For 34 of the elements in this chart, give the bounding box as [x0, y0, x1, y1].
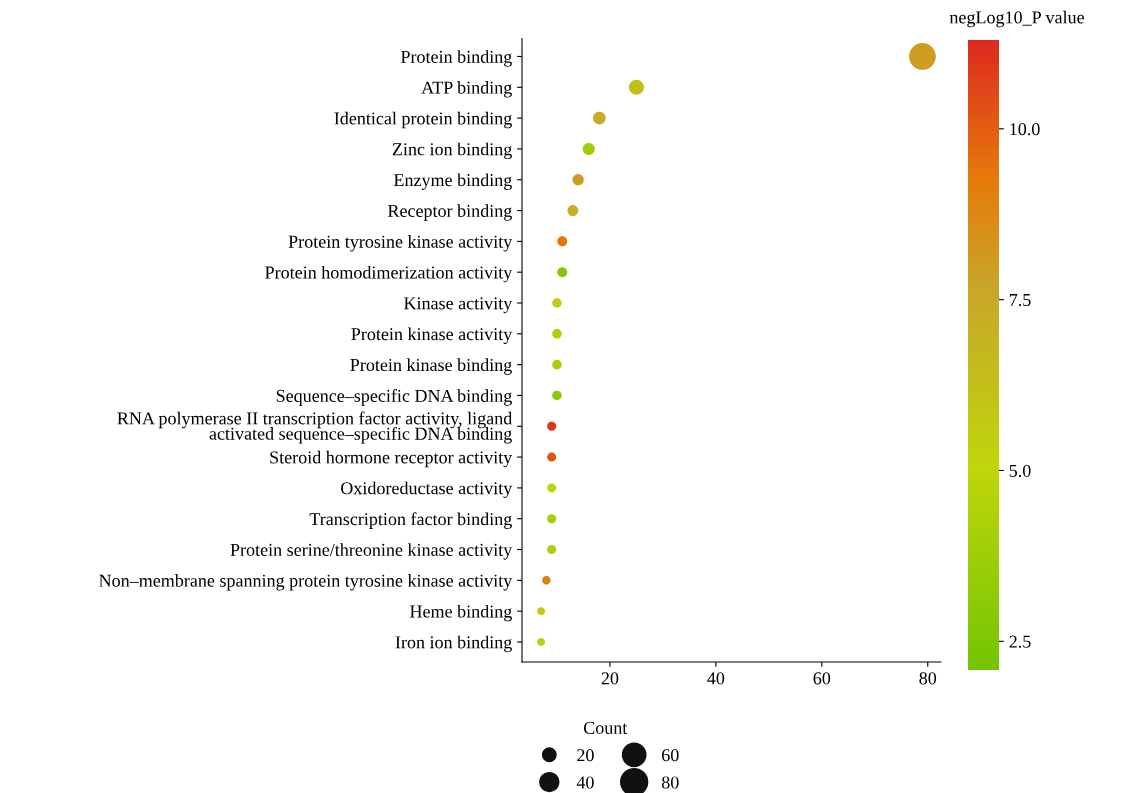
y-tick-label: Protein homodimerization activity: [265, 265, 513, 283]
x-tick-label: 80: [919, 672, 937, 685]
y-tick-label: Protein serine/threonine kinase activity: [230, 543, 513, 560]
x-tick-label: 20: [601, 672, 619, 685]
color-bar-label: 7.5: [1009, 294, 1031, 307]
y-tick-label: Kinase activity: [403, 297, 513, 314]
y-tick-label: Iron ion binding: [395, 635, 512, 653]
y-tick-label: Transcription factor binding: [309, 512, 512, 529]
color-bar-label: 2.5: [1009, 635, 1031, 648]
legend-label: 80: [661, 776, 679, 789]
legend-label: 20: [577, 749, 594, 762]
y-tick-label: Enzyme binding: [393, 173, 512, 190]
legend-title: Count: [583, 721, 628, 734]
y-tick-label: Sequence–specific DNA binding: [276, 389, 512, 406]
color-bar-label: 10.0: [1010, 123, 1040, 136]
x-tick-label: 40: [707, 672, 725, 685]
legend-label: 60: [662, 749, 679, 762]
y-tick-label: Protein tyrosine kinase activity: [288, 235, 513, 252]
y-tick-label: Receptor binding: [387, 204, 512, 221]
color-bar-title: negLog10_P value: [949, 10, 1084, 28]
y-tick-label: RNA polymerase II transcription factor activity, ligand activated sequence–specific DNA binding: [117, 411, 513, 444]
y-tick-label: Heme binding: [410, 604, 512, 622]
y-tick-label: Zinc ion binding: [392, 142, 512, 160]
y-tick-label: Protein kinase binding: [350, 358, 512, 375]
x-tick-label: 60: [813, 672, 831, 685]
legend-label: 40: [576, 776, 594, 789]
y-tick-label: ATP binding: [421, 81, 512, 98]
color-bar-label: 5.0: [1009, 464, 1031, 477]
y-tick-label: Oxidoreductase activity: [341, 481, 513, 499]
y-tick-label: Protein kinase activity: [351, 327, 513, 344]
y-tick-label: Protein binding: [400, 50, 512, 67]
y-tick-label: Non–membrane spanning protein tyrosine kinase activity: [99, 574, 513, 591]
y-tick-label: Identical protein binding: [334, 111, 512, 129]
y-tick-label: Steroid hormone receptor activity: [270, 450, 513, 468]
